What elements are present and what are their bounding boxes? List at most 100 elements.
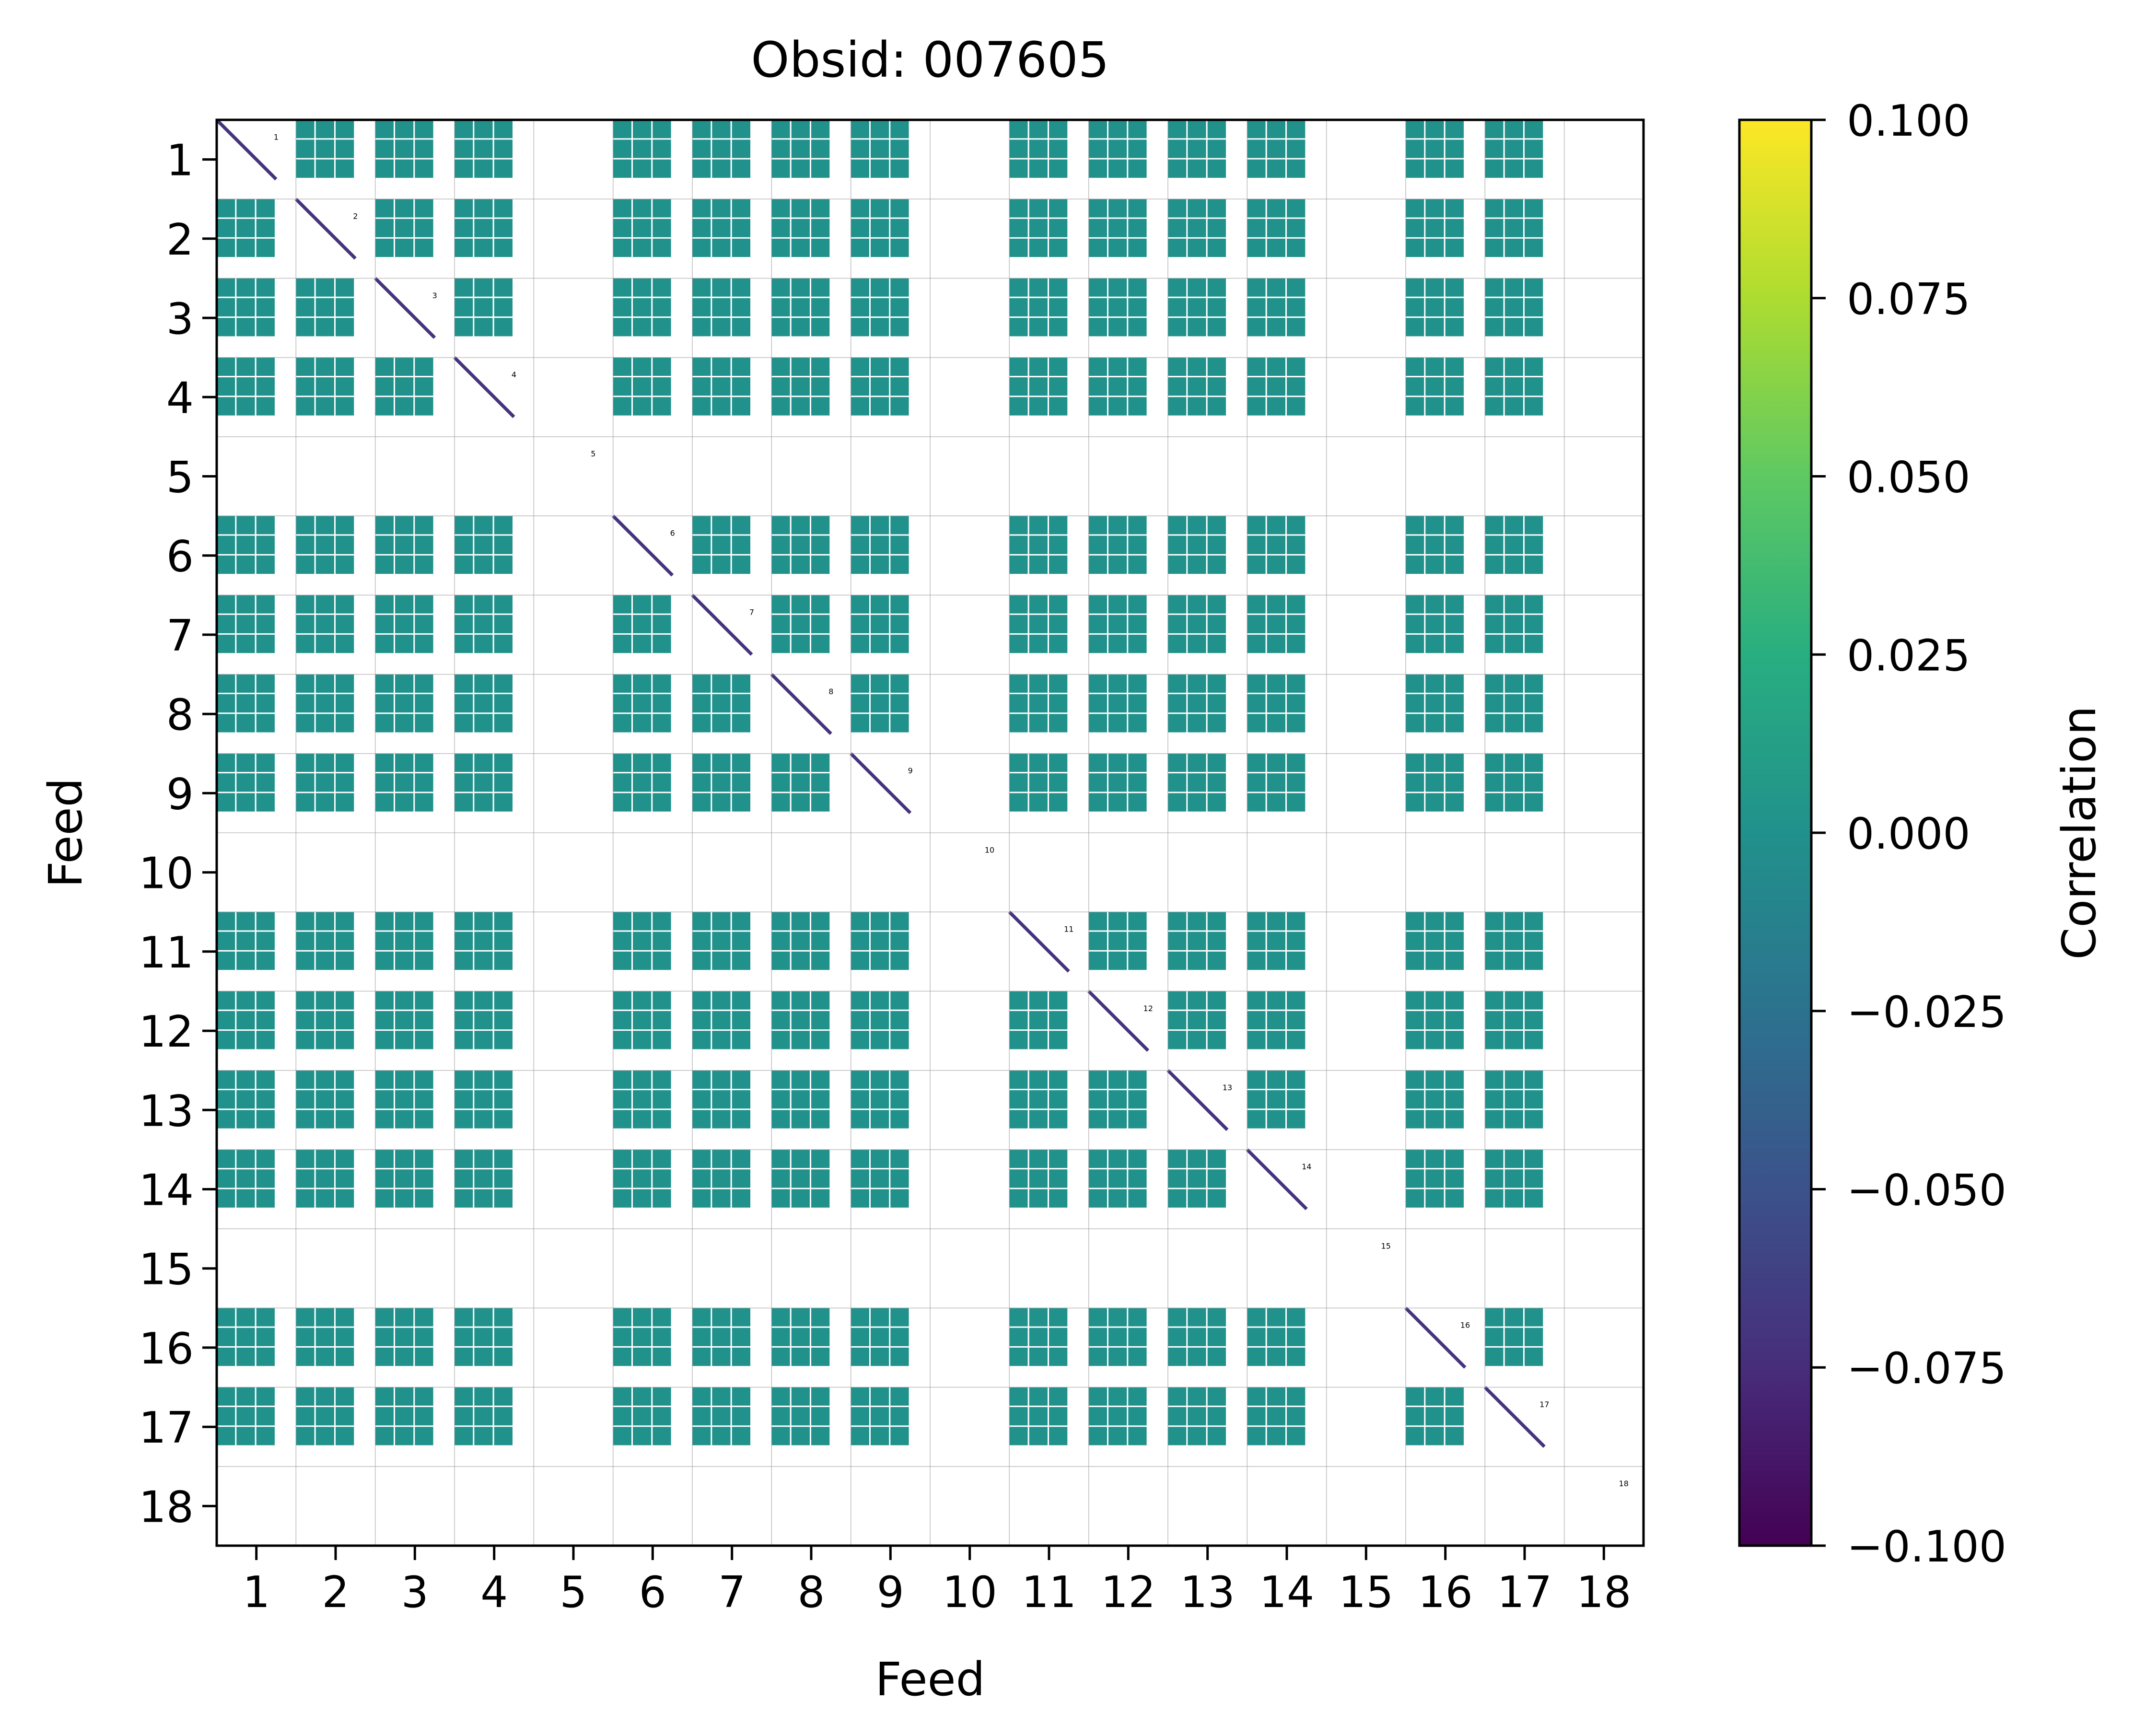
heatmap-bin (256, 377, 275, 396)
feed-pair-cell (455, 912, 513, 970)
heatmap-bin (811, 140, 830, 158)
heatmap-bin (296, 1347, 315, 1366)
heatmap-bin (771, 595, 790, 614)
heatmap-bin (653, 397, 671, 416)
heatmap-bin (455, 536, 473, 554)
heatmap-bin (851, 120, 869, 139)
heatmap-bin (1485, 991, 1504, 1010)
heatmap-bin (1168, 555, 1187, 574)
heatmap-bin (692, 714, 711, 733)
heatmap-bin (871, 1347, 889, 1366)
heatmap-bin (474, 516, 493, 535)
y-tick-label: 6 (166, 532, 194, 582)
heatmap-bin (296, 377, 315, 396)
heatmap-bin (1088, 140, 1107, 158)
heatmap-bin (1247, 932, 1266, 950)
heatmap-bin (712, 1031, 731, 1049)
heatmap-bin (732, 318, 750, 337)
heatmap-bin (653, 238, 671, 257)
heatmap-bin (256, 536, 275, 554)
heatmap-bin (236, 536, 255, 554)
heatmap-bin (851, 278, 869, 297)
feed-pair-cell (771, 516, 830, 574)
heatmap-bin (1088, 1427, 1107, 1445)
heatmap-bin (1168, 1169, 1187, 1188)
heatmap-bin (494, 1090, 513, 1109)
heatmap-bin (811, 1308, 830, 1327)
heatmap-bin (217, 219, 235, 237)
heatmap-bin (1128, 1328, 1147, 1346)
heatmap-bin (1525, 714, 1543, 733)
heatmap-bin (791, 1011, 810, 1030)
feed-pair-cell (1406, 595, 1464, 653)
heatmap-bin (455, 120, 473, 139)
heatmap-bin (395, 1110, 414, 1129)
heatmap-bin (474, 238, 493, 257)
heatmap-bin (296, 991, 315, 1010)
heatmap-bin (732, 1070, 750, 1089)
heatmap-bin (1009, 1011, 1028, 1030)
colorbar-tick-label: 0.050 (1847, 453, 1970, 503)
heatmap-bin (653, 951, 671, 970)
heatmap-bin (1188, 1347, 1206, 1366)
heatmap-bin (1009, 377, 1028, 396)
heatmap-bin (1128, 536, 1147, 554)
feed-pair-cell (1406, 753, 1464, 812)
heatmap-bin (1029, 694, 1048, 713)
heatmap-bin (712, 951, 731, 970)
feed-pair-cell (1009, 674, 1068, 733)
heatmap-bin (1088, 377, 1107, 396)
heatmap-bin (1029, 238, 1048, 257)
heatmap-bin (653, 159, 671, 178)
heatmap-bin (811, 1328, 830, 1346)
heatmap-bin (474, 1427, 493, 1445)
heatmap-bin (771, 1070, 790, 1089)
heatmap-bin (1425, 357, 1444, 376)
heatmap-bin (296, 773, 315, 792)
heatmap-bin (811, 773, 830, 792)
heatmap-bin (871, 1328, 889, 1346)
heatmap-bin (871, 140, 889, 158)
feed-pair-cell (1485, 912, 1543, 970)
heatmap-bin (415, 1149, 433, 1168)
heatmap-bin (474, 674, 493, 693)
heatmap-bin (811, 238, 830, 257)
heatmap-bin (1525, 991, 1543, 1010)
colorbar-ticks: 0.1000.0750.0500.0250.000−0.025−0.050−0.… (1811, 96, 2006, 1572)
y-tick-label: 13 (139, 1086, 194, 1136)
diagonal-line (217, 120, 278, 181)
heatmap-bin (613, 1407, 631, 1426)
heatmap-bin (296, 674, 315, 693)
heatmap-bin (315, 1387, 334, 1406)
heatmap-bin (1207, 1407, 1226, 1426)
heatmap-bin (871, 219, 889, 237)
heatmap-bin (1207, 140, 1226, 158)
heatmap-bin (1108, 140, 1127, 158)
heatmap-bin (217, 694, 235, 713)
heatmap-bin (1406, 1011, 1424, 1030)
heatmap-bin (455, 714, 473, 733)
heatmap-bin (1485, 318, 1504, 337)
heatmap-bin (1009, 536, 1028, 554)
heatmap-bin (732, 555, 750, 574)
heatmap-bin (256, 318, 275, 337)
heatmap-bin (1108, 377, 1127, 396)
heatmap-bin (1009, 1308, 1028, 1327)
heatmap-bin (494, 159, 513, 178)
feed-pair-cell (1247, 753, 1306, 812)
heatmap-bin (236, 397, 255, 416)
heatmap-bin (1168, 714, 1187, 733)
feed-pair-cell (613, 120, 671, 178)
feed-pair-cell (455, 753, 513, 812)
heatmap-bin (1009, 793, 1028, 812)
heatmap-bin (1088, 1189, 1107, 1208)
heatmap-bin (455, 140, 473, 158)
feed-pair-cell (296, 516, 354, 574)
feed-pair-cell (1168, 674, 1226, 733)
diagonal-line (1008, 910, 1070, 973)
heatmap-bin (1504, 773, 1523, 792)
heatmap-bin (336, 377, 354, 396)
diagonal-line (1483, 1386, 1546, 1448)
heatmap-bin (1049, 615, 1068, 633)
